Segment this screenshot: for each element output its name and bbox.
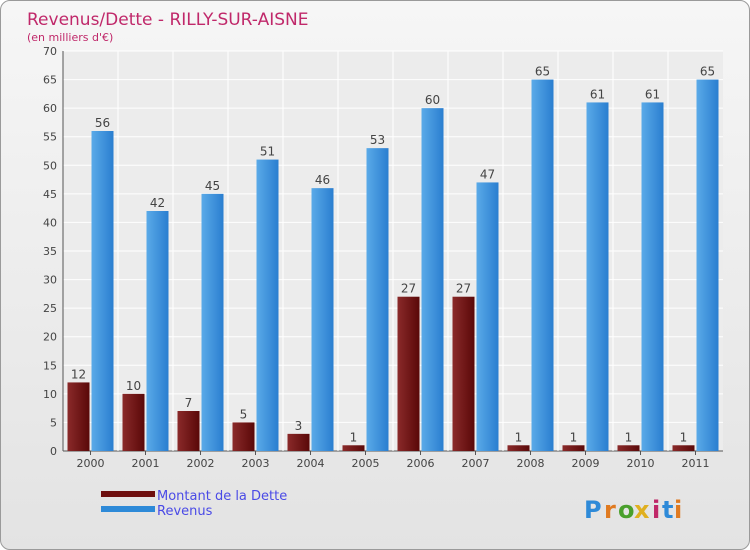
bar-revenus-2008 [531,79,554,452]
bar-dette-2000 [67,382,90,451]
bar-dette-2008 [507,445,530,451]
y-tick-label: 5 [50,416,57,429]
bar-revenus-2007 [476,182,499,451]
y-tick-label: 60 [43,102,57,115]
x-tick-label-2000: 2000 [77,457,105,470]
x-tick-label-2007: 2007 [462,457,490,470]
bar-revenus-2004 [311,188,334,451]
data-label-dette-2011: 1 [680,430,688,444]
legend-swatch-revenus [101,506,155,512]
data-label-dette-2010: 1 [625,430,633,444]
y-tick-label: 20 [43,331,57,344]
bar-dette-2006 [397,296,420,451]
bar-revenus-2006 [421,108,444,452]
bar-revenus-2011 [696,79,719,452]
x-tick-label-2009: 2009 [572,457,600,470]
data-label-dette-2002: 7 [185,396,193,410]
data-label-dette-2007: 27 [456,282,471,296]
y-tick-label: 0 [50,445,57,458]
data-label-revenus-2001: 42 [150,196,165,210]
data-label-revenus-2011: 65 [700,65,715,79]
bar-revenus-2000 [91,131,114,451]
x-tick-label-2003: 2003 [242,457,270,470]
bar-dette-2003 [232,422,255,451]
data-label-revenus-2000: 56 [95,116,110,130]
bar-revenus-2005 [366,148,389,451]
bar-dette-2005 [342,445,365,451]
legend-label-revenus: Revenus [157,504,213,519]
bar-dette-2009 [562,445,585,451]
data-label-dette-2001: 10 [126,379,141,393]
bar-revenus-2010 [641,102,664,451]
data-label-revenus-2009: 61 [590,87,605,101]
y-tick-label: 70 [43,45,57,58]
logo-letter: o [618,496,635,524]
data-label-revenus-2002: 45 [205,179,220,193]
y-tick-label: 40 [43,216,57,229]
bar-dette-2010 [617,445,640,451]
chart-title: Revenus/Dette - RILLY-SUR-AISNE [27,10,308,30]
grid-layer [62,50,723,455]
logo-letter: i [674,496,682,524]
bar-revenus-2001 [146,211,169,451]
logo-letter: x [634,496,650,524]
data-label-revenus-2005: 53 [370,133,385,147]
y-tick-label: 50 [43,159,57,172]
data-label-dette-2008: 1 [515,430,523,444]
data-label-revenus-2008: 65 [535,65,550,79]
x-tick-label-2001: 2001 [132,457,160,470]
chart-subtitle: (en milliers d'€) [27,31,113,44]
x-tick-label-2008: 2008 [517,457,545,470]
x-tick-label-2005: 2005 [352,457,380,470]
data-label-dette-2006: 27 [401,282,416,296]
data-label-dette-2005: 1 [350,430,358,444]
y-tick-label: 25 [43,302,57,315]
bar-dette-2002 [177,411,200,451]
x-tick-label-2010: 2010 [627,457,655,470]
x-tick-label-2004: 2004 [297,457,325,470]
logo-letter: P [584,496,602,524]
logo-letter: r [604,496,616,524]
bar-dette-2004 [287,433,310,451]
legend: Montant de la Dette Revenus [101,489,287,519]
data-label-revenus-2006: 60 [425,93,440,107]
x-tick-label-2002: 2002 [187,457,215,470]
logo-letter: t [662,496,673,524]
data-label-revenus-2007: 47 [480,167,495,181]
y-tick-label: 55 [43,131,57,144]
y-tick-label: 45 [43,188,57,201]
y-tick-label: 30 [43,274,57,287]
data-label-dette-2000: 12 [71,367,86,381]
y-tick-label: 15 [43,359,57,372]
legend-swatch-dette [101,491,155,497]
data-label-revenus-2010: 61 [645,87,660,101]
data-label-dette-2009: 1 [570,430,578,444]
bar-revenus-2002 [201,193,224,451]
bar-dette-2011 [672,445,695,451]
bar-revenus-2003 [256,159,279,452]
data-label-revenus-2003: 51 [260,145,275,159]
y-tick-label: 35 [43,245,57,258]
y-tick-label: 10 [43,388,57,401]
labels-layer: 0510152025303540455055606570125620001042… [43,45,715,470]
logo-letter: i [652,496,660,524]
legend-label-dette: Montant de la Dette [157,489,287,504]
data-label-dette-2004: 3 [295,419,303,433]
bar-dette-2007 [452,296,475,451]
bar-revenus-2009 [586,102,609,451]
bars-layer [67,79,719,452]
x-tick-label-2006: 2006 [407,457,435,470]
data-label-dette-2003: 5 [240,407,248,421]
bar-dette-2001 [122,393,145,451]
x-tick-label-2011: 2011 [682,457,710,470]
data-label-revenus-2004: 46 [315,173,330,187]
y-tick-label: 65 [43,74,57,87]
